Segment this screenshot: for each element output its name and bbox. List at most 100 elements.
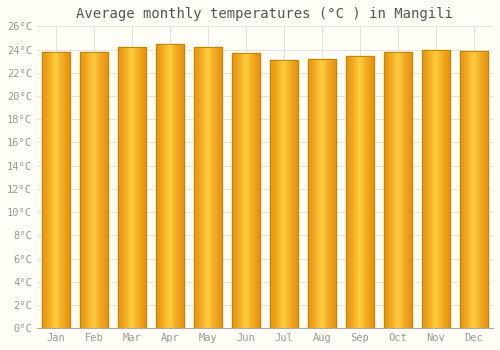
Bar bbox=[245, 53, 246, 328]
Bar bbox=[385, 52, 386, 328]
Bar bbox=[372, 56, 373, 328]
Bar bbox=[83, 52, 84, 328]
Bar bbox=[235, 53, 236, 328]
Bar bbox=[180, 44, 181, 328]
Bar bbox=[390, 52, 392, 328]
Bar bbox=[394, 52, 396, 328]
Bar bbox=[65, 52, 66, 328]
Bar bbox=[370, 56, 371, 328]
Bar bbox=[197, 47, 198, 328]
Bar bbox=[324, 59, 326, 328]
Bar bbox=[478, 51, 480, 328]
Bar bbox=[310, 59, 311, 328]
Bar bbox=[119, 47, 120, 328]
Bar bbox=[357, 56, 358, 328]
Bar bbox=[274, 60, 275, 328]
Bar bbox=[349, 56, 350, 328]
Bar bbox=[447, 49, 448, 328]
Bar bbox=[177, 44, 178, 328]
Bar bbox=[204, 47, 205, 328]
Bar bbox=[218, 47, 219, 328]
Bar bbox=[331, 59, 332, 328]
Bar bbox=[102, 52, 103, 328]
Bar bbox=[92, 52, 93, 328]
Bar bbox=[54, 52, 55, 328]
Bar bbox=[194, 47, 222, 328]
Bar bbox=[238, 53, 240, 328]
Bar bbox=[181, 44, 182, 328]
Bar bbox=[427, 49, 428, 328]
Bar bbox=[392, 52, 394, 328]
Bar bbox=[438, 49, 439, 328]
Bar bbox=[246, 53, 247, 328]
Bar bbox=[468, 51, 469, 328]
Bar bbox=[176, 44, 177, 328]
Bar bbox=[128, 47, 129, 328]
Bar bbox=[276, 60, 278, 328]
Bar bbox=[233, 53, 234, 328]
Bar bbox=[62, 52, 63, 328]
Bar bbox=[139, 47, 140, 328]
Bar bbox=[143, 47, 144, 328]
Bar bbox=[210, 47, 212, 328]
Bar bbox=[80, 52, 108, 328]
Bar bbox=[389, 52, 390, 328]
Bar bbox=[320, 59, 321, 328]
Bar bbox=[240, 53, 242, 328]
Bar bbox=[487, 51, 488, 328]
Bar bbox=[354, 56, 356, 328]
Bar bbox=[82, 52, 83, 328]
Bar bbox=[212, 47, 214, 328]
Bar bbox=[141, 47, 142, 328]
Bar bbox=[314, 59, 316, 328]
Bar bbox=[386, 52, 387, 328]
Bar bbox=[423, 49, 424, 328]
Bar bbox=[407, 52, 408, 328]
Bar bbox=[346, 56, 347, 328]
Bar bbox=[217, 47, 218, 328]
Bar bbox=[90, 52, 91, 328]
Bar bbox=[440, 49, 442, 328]
Bar bbox=[182, 44, 184, 328]
Bar bbox=[122, 47, 124, 328]
Bar bbox=[460, 51, 462, 328]
Bar bbox=[53, 52, 54, 328]
Bar bbox=[179, 44, 180, 328]
Bar bbox=[132, 47, 133, 328]
Bar bbox=[308, 59, 309, 328]
Bar bbox=[237, 53, 238, 328]
Bar bbox=[364, 56, 366, 328]
Bar bbox=[96, 52, 98, 328]
Bar bbox=[409, 52, 410, 328]
Bar bbox=[477, 51, 478, 328]
Bar bbox=[462, 51, 463, 328]
Bar bbox=[448, 49, 449, 328]
Bar bbox=[333, 59, 334, 328]
Bar bbox=[140, 47, 141, 328]
Bar bbox=[346, 56, 374, 328]
Bar bbox=[466, 51, 468, 328]
Bar bbox=[350, 56, 351, 328]
Bar bbox=[166, 44, 167, 328]
Bar bbox=[219, 47, 220, 328]
Bar bbox=[465, 51, 466, 328]
Bar bbox=[94, 52, 96, 328]
Bar bbox=[205, 47, 206, 328]
Bar bbox=[422, 49, 423, 328]
Bar bbox=[430, 49, 432, 328]
Bar bbox=[200, 47, 202, 328]
Bar bbox=[406, 52, 407, 328]
Bar bbox=[50, 52, 51, 328]
Bar bbox=[285, 60, 286, 328]
Bar bbox=[290, 60, 291, 328]
Bar bbox=[198, 47, 199, 328]
Bar bbox=[384, 52, 411, 328]
Bar bbox=[442, 49, 444, 328]
Bar bbox=[473, 51, 474, 328]
Bar bbox=[63, 52, 64, 328]
Bar bbox=[234, 53, 235, 328]
Bar bbox=[436, 49, 437, 328]
Bar bbox=[178, 44, 179, 328]
Bar bbox=[387, 52, 388, 328]
Bar bbox=[358, 56, 359, 328]
